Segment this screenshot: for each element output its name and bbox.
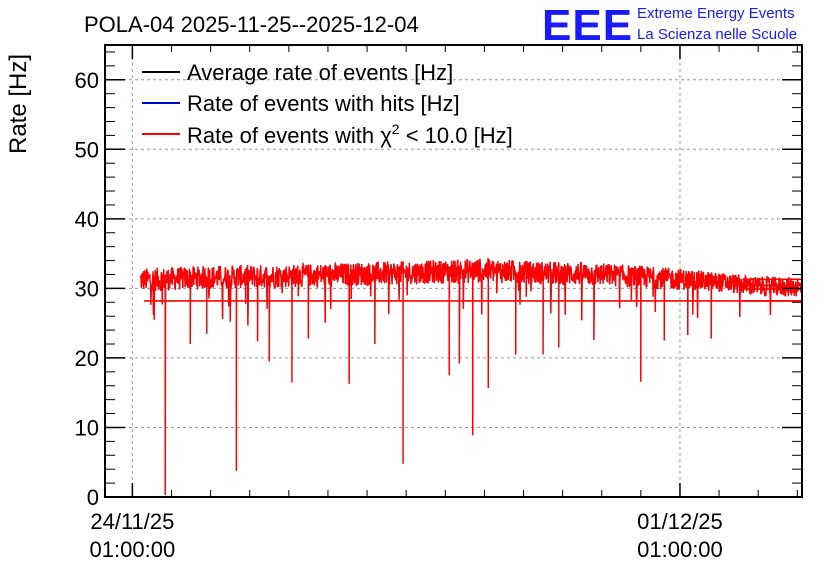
plot-frame xyxy=(104,44,803,498)
y-axis-label: Rate [Hz] xyxy=(5,54,32,154)
x-tick-time: 01:00:00 xyxy=(637,537,723,562)
axis-ticks xyxy=(105,45,802,498)
y-tick-label: 40 xyxy=(75,207,99,232)
x-tick-date: 24/11/25 xyxy=(90,509,174,534)
legend-label-hits: Rate of events with hits [Hz] xyxy=(187,91,460,116)
series-chi2-line xyxy=(139,257,803,495)
axis-labels: 0 10 20 30 40 50 60 24/11/25 01:00:00 01/12/25 01:… xyxy=(75,68,723,562)
chart-title: POLA-04 2025-11-25--2025-12-04 xyxy=(84,12,419,37)
y-tick-label: 60 xyxy=(75,68,99,93)
series-hits-line xyxy=(139,257,803,495)
data-series xyxy=(139,257,803,495)
grid-lines xyxy=(105,45,802,497)
y-tick-label: 0 xyxy=(87,485,99,510)
x-tick-date: 01/12/25 xyxy=(637,509,723,534)
series-average-line xyxy=(139,257,803,495)
y-tick-label: 50 xyxy=(75,137,99,162)
x-tick-time: 01:00:00 xyxy=(90,537,176,562)
legend-label-chi2: Rate of events with χ2 < 10.0 [Hz] xyxy=(187,121,513,148)
y-tick-label: 10 xyxy=(75,415,99,440)
legend-label-average: Average rate of events [Hz] xyxy=(187,60,453,85)
y-tick-label: 20 xyxy=(75,346,99,371)
logo-line-2: La Scienza nelle Scuole xyxy=(637,26,797,43)
legend: Average rate of events [Hz] Rate of even… xyxy=(142,60,513,148)
logo-mark: EEE xyxy=(542,1,633,50)
y-tick-label: 30 xyxy=(75,276,99,301)
logo-line-1: Extreme Energy Events xyxy=(637,5,795,22)
logo: EEE Extreme Energy Events La Scienza nel… xyxy=(542,1,797,50)
